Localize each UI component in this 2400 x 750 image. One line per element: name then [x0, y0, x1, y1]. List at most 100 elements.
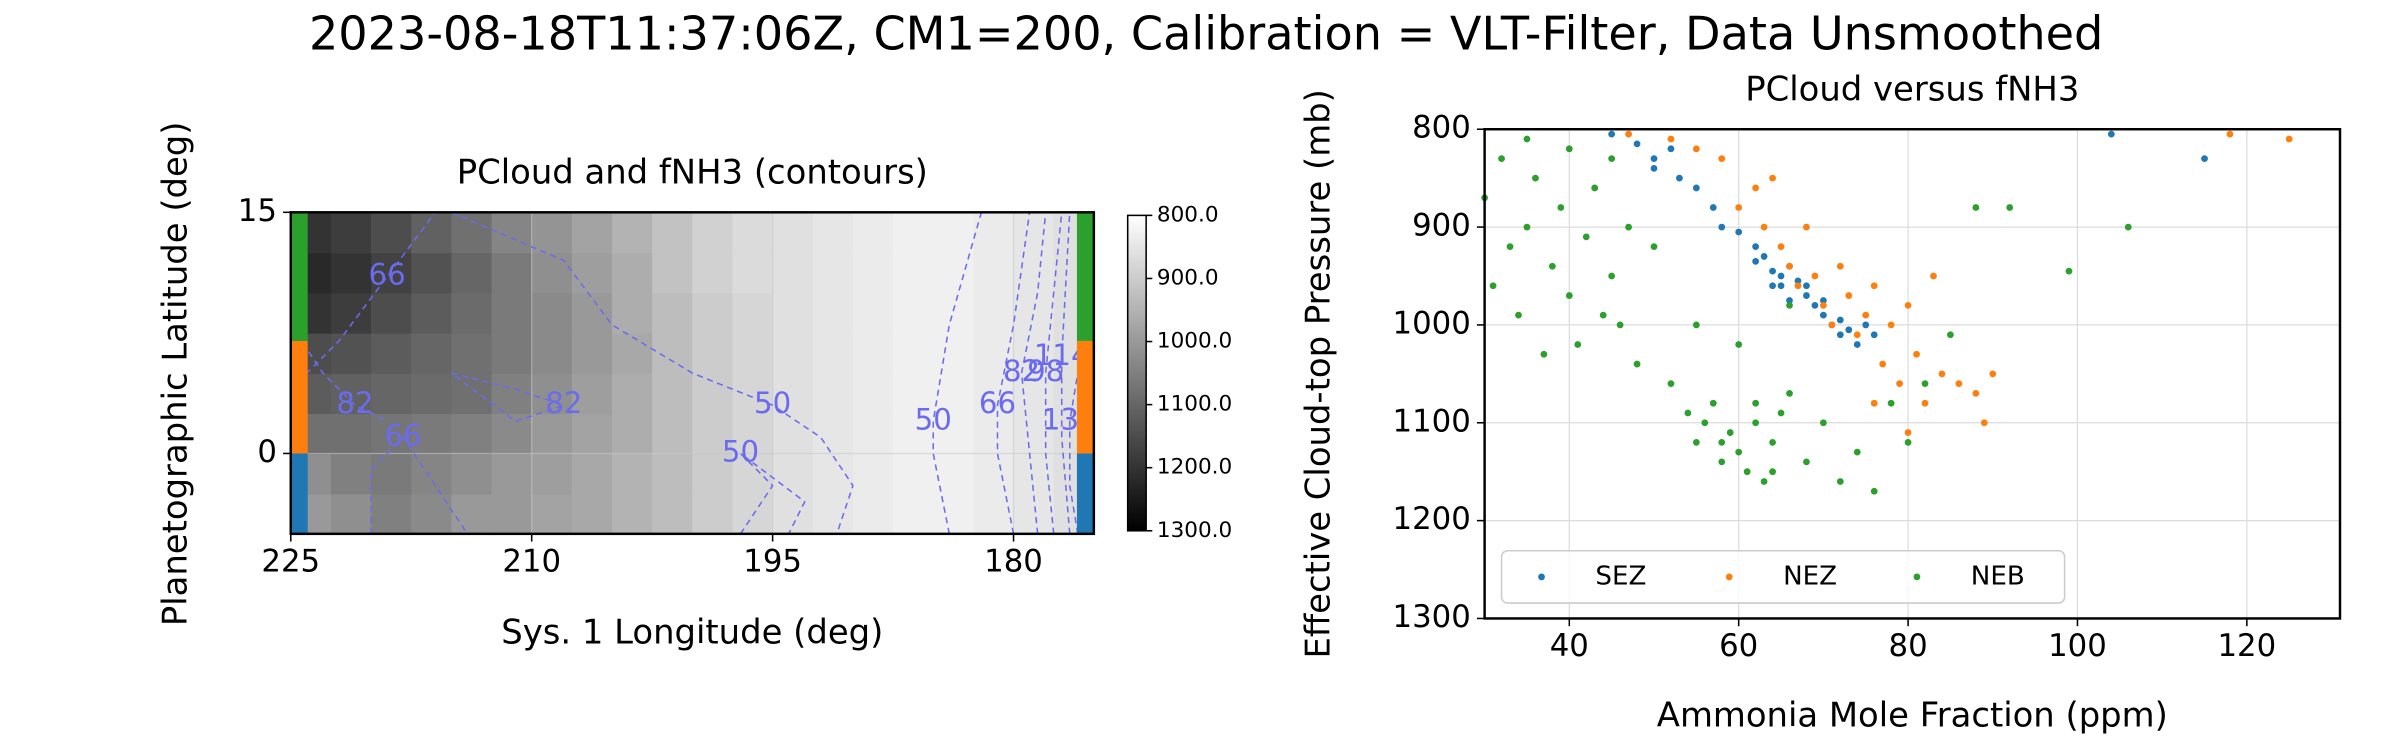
heatmap-cell — [330, 212, 372, 254]
heatmap-cell — [933, 493, 975, 535]
contour-label: 50 — [915, 402, 952, 436]
heatmap-cell — [933, 413, 975, 455]
scatter-point — [1989, 370, 1997, 378]
scatter-point — [1811, 272, 1819, 280]
y-tick-label: 0 — [257, 434, 277, 470]
heatmap-cell — [491, 252, 533, 294]
heatmap-cell — [692, 212, 734, 254]
scatter-point — [1777, 409, 1785, 417]
chart-title: PCloud versus fNH3 — [1745, 69, 2079, 108]
heatmap-cell — [371, 493, 412, 535]
heatmap-cell — [411, 373, 453, 415]
scatter-point — [1709, 204, 1717, 211]
scatter-point — [1803, 223, 1810, 231]
heatmap-cell — [652, 212, 694, 254]
scatter-point — [1692, 145, 1700, 153]
heatmap-cell — [330, 493, 372, 535]
scatter-point — [1650, 155, 1658, 162]
heatmap-cell — [330, 252, 372, 294]
scatter-point — [1887, 399, 1895, 407]
heatmap-cell — [852, 292, 894, 334]
scatter-point — [1752, 419, 1760, 427]
legend-label: NEB — [1971, 561, 2025, 591]
heatmap-cell — [531, 413, 573, 455]
heatmap-cell — [571, 292, 613, 334]
heatmap-cell — [933, 453, 975, 495]
heatmap-cell — [692, 292, 734, 334]
scatter-point — [1532, 174, 1539, 182]
heatmap-cell — [973, 212, 1015, 254]
y-axis-label: Planetographic Latitude (deg) — [155, 122, 194, 627]
heatmap-cell — [893, 493, 934, 535]
heatmap-cell — [1013, 252, 1055, 294]
scatter-point — [1811, 301, 1819, 309]
heatmap-cell — [371, 292, 412, 334]
contour-line — [739, 452, 806, 534]
heatmap-cell — [852, 453, 894, 495]
heatmap-cell — [692, 453, 734, 495]
colorbar-tick-label: 1100.0 — [1157, 392, 1232, 417]
heatmap-cell — [531, 453, 573, 495]
heatmap-cell — [531, 212, 573, 254]
heatmap-cell — [973, 413, 1015, 455]
heatmap-cell — [933, 212, 975, 254]
scatter-point — [1676, 174, 1683, 182]
y-tick-label: 1000 — [1393, 305, 1471, 341]
heatmap-cell — [852, 493, 894, 535]
scatter-point — [1896, 380, 1903, 388]
scatter-point — [1548, 262, 1556, 270]
heatmap-cell — [973, 332, 1015, 374]
heatmap-cell — [852, 413, 894, 455]
scatter-point — [1625, 130, 1632, 138]
heatmap-cell — [1013, 212, 1055, 254]
scatter-point — [1633, 140, 1641, 148]
contour-line — [1020, 212, 1047, 534]
legend-marker — [1538, 573, 1545, 581]
scatter-point — [1752, 243, 1760, 251]
scatter-point — [1752, 399, 1760, 407]
heatmap-cell — [692, 332, 734, 374]
scatter-point — [1836, 316, 1844, 324]
heatmap-cell — [772, 332, 814, 374]
scatter-point — [1836, 262, 1844, 270]
heatmap-cell — [852, 373, 894, 415]
heatmap-cell — [812, 292, 854, 334]
heatmap-cell — [371, 332, 412, 374]
scatter-point — [1786, 301, 1793, 309]
heatmap-cell — [732, 413, 774, 455]
scatter-point — [1786, 390, 1793, 397]
y-tick-label: 1100 — [1393, 403, 1471, 439]
scatter-point — [2065, 267, 2073, 275]
heatmap-cell — [612, 252, 653, 294]
heatmap-cell — [893, 413, 934, 455]
heatmap-cell — [933, 252, 975, 294]
contour-line — [450, 372, 567, 423]
scatter-point — [1743, 468, 1751, 476]
scatter-point — [1819, 297, 1827, 304]
scatter-point — [1972, 390, 1980, 397]
heatmap-cell — [411, 413, 453, 455]
heatmap-cell — [571, 252, 613, 294]
x-tick-label: 80 — [1889, 628, 1928, 664]
heatmap-cell — [893, 453, 934, 495]
axes-frame — [289, 211, 1096, 536]
heatmap-cell — [491, 292, 533, 334]
contour-line — [370, 436, 469, 534]
scatter-point — [1769, 438, 1776, 446]
scatter-point — [1557, 204, 1565, 211]
heatmap-cell — [692, 413, 734, 455]
scatter-point — [2006, 204, 2014, 211]
zone-bar — [1076, 212, 1094, 341]
scatter-point — [1718, 438, 1726, 446]
heatmap-cell — [812, 373, 854, 415]
contour-label: 66 — [385, 418, 422, 452]
scatter-point — [1921, 399, 1929, 407]
x-tick-label: 100 — [2048, 628, 2107, 664]
scatter-point — [1667, 145, 1675, 153]
scatter-point — [1608, 272, 1616, 280]
scatter-point — [1980, 419, 1988, 427]
heatmap-cell — [612, 453, 653, 495]
heatmap-cell — [772, 373, 814, 415]
scatter-point — [1735, 228, 1743, 236]
